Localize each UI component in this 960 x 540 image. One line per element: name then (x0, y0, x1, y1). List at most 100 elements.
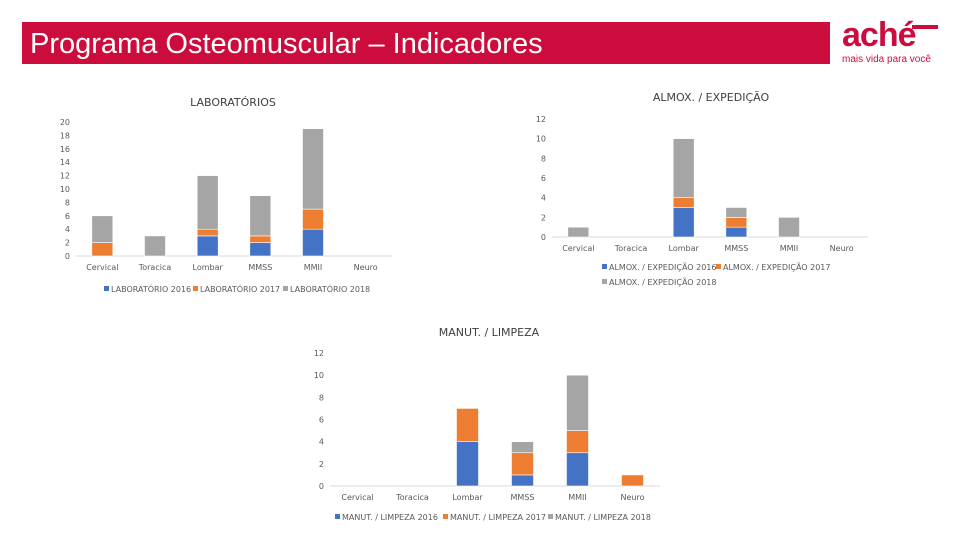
legend-label-manut: MANUT. / LIMPEZA 2016 (342, 513, 438, 522)
y-tick-label-almox: 2 (541, 213, 546, 222)
bar-almox-mmss-s1 (725, 217, 748, 228)
legend-swatch-manut (335, 514, 340, 519)
category-label-manut: Toracica (395, 493, 429, 502)
page-title: Programa Osteomuscular – Indicadores (30, 28, 543, 60)
y-tick-label-almox: 6 (541, 174, 546, 183)
y-tick-label-manut: 6 (319, 416, 324, 425)
bar-almox-lombar-s0 (672, 207, 695, 238)
legend-label-manut: MANUT. / LIMPEZA 2017 (450, 513, 546, 522)
bar-manut-mmii-s2 (566, 374, 589, 431)
bar-lab-cervical-s2 (91, 215, 114, 243)
bar-lab-mmii-s2 (302, 128, 324, 210)
bar-lab-mmss-s0 (249, 242, 272, 257)
category-label-almox: MMII (780, 244, 799, 253)
legend-label-manut: MANUT. / LIMPEZA 2018 (555, 513, 651, 522)
bar-lab-lombar-s2 (196, 175, 219, 230)
category-label-manut: MMII (568, 493, 587, 502)
category-label-manut: Lombar (452, 493, 483, 502)
bar-manut-mmss-s1 (511, 452, 534, 476)
header-banner: Programa Osteomuscular – Indicadores (22, 22, 830, 64)
bar-lab-mmss-s2 (249, 195, 272, 237)
bar-lab-lombar-s1 (196, 228, 219, 237)
legend-label-lab: LABORATÓRIO 2018 (290, 283, 370, 294)
category-label-lab: Neuro (354, 263, 378, 272)
y-tick-label-lab: 12 (60, 172, 70, 181)
category-label-lab: Cervical (86, 263, 118, 272)
bar-manut-mmss-s0 (511, 474, 534, 487)
y-tick-label-manut: 0 (319, 482, 324, 491)
bar-manut-neuro-s1 (621, 474, 644, 487)
y-tick-label-almox: 10 (536, 135, 546, 144)
bar-lab-toracica-s2 (144, 235, 166, 257)
y-tick-label-manut: 10 (314, 371, 324, 380)
bar-manut-lombar-s0 (456, 441, 479, 487)
bar-almox-mmss-s0 (725, 226, 748, 238)
category-label-manut: Cervical (341, 493, 373, 502)
logo-word: aché (842, 16, 916, 54)
category-label-lab: MMSS (248, 263, 272, 272)
y-tick-label-lab: 14 (60, 158, 70, 167)
category-label-almox: Cervical (562, 244, 594, 253)
chart-title-manut: MANUT. / LIMPEZA (439, 326, 540, 339)
bar-almox-cervical-s2 (567, 226, 590, 238)
bar-manut-mmii-s1 (566, 430, 589, 454)
ache-logo: aché mais vida para você (840, 16, 950, 68)
legend-swatch-lab (193, 286, 198, 291)
bar-almox-mmss-s2 (725, 207, 748, 218)
category-label-almox: Lombar (669, 244, 700, 253)
legend-label-almox: ALMOX. / EXPEDIÇÃO 2016 (609, 262, 716, 272)
bar-manut-lombar-s1 (456, 408, 479, 442)
y-tick-label-lab: 8 (65, 198, 70, 207)
legend-swatch-almox (716, 264, 721, 269)
category-label-almox: MMSS (724, 244, 748, 253)
y-tick-label-almox: 12 (536, 115, 546, 124)
bar-manut-mmss-s2 (511, 441, 534, 454)
y-tick-label-manut: 4 (319, 438, 324, 447)
category-label-lab: Toracica (138, 263, 172, 272)
y-tick-label-lab: 6 (65, 212, 70, 221)
logo-accent (912, 25, 938, 29)
category-label-lab: MMII (304, 263, 323, 272)
bar-almox-lombar-s2 (672, 138, 695, 198)
bar-lab-lombar-s0 (196, 235, 219, 257)
legend-swatch-manut (548, 514, 553, 519)
legend-swatch-lab (104, 286, 109, 291)
category-label-manut: Neuro (621, 493, 645, 502)
bar-almox-lombar-s1 (672, 197, 695, 208)
y-tick-label-manut: 2 (319, 460, 324, 469)
y-tick-label-lab: 10 (60, 185, 70, 194)
bar-manut-mmii-s0 (566, 452, 589, 487)
y-tick-label-manut: 12 (314, 349, 324, 358)
y-tick-label-almox: 0 (541, 233, 546, 242)
legend-label-almox: ALMOX. / EXPEDIÇÃO 2017 (723, 262, 830, 272)
legend-label-lab: LABORATÓRIO 2016 (111, 283, 191, 294)
legend-swatch-almox (602, 279, 607, 284)
category-label-lab: Lombar (193, 263, 224, 272)
category-label-manut: MMSS (511, 493, 535, 502)
chart-title-lab: LABORATÓRIOS (190, 96, 276, 109)
y-tick-label-almox: 4 (541, 194, 546, 203)
legend-label-lab: LABORATÓRIO 2017 (200, 283, 280, 294)
y-tick-label-lab: 20 (60, 118, 70, 127)
chart-title-almox: ALMOX. / EXPEDIÇÃO (653, 91, 770, 104)
y-tick-label-lab: 16 (60, 145, 70, 154)
y-tick-label-almox: 8 (541, 154, 546, 163)
legend-label-almox: ALMOX. / EXPEDIÇÃO 2018 (609, 277, 716, 287)
y-tick-label-lab: 4 (65, 225, 70, 234)
bar-almox-mmii-s2 (778, 217, 800, 238)
legend-swatch-almox (602, 264, 607, 269)
logo-tagline: mais vida para você (842, 54, 931, 65)
legend-swatch-manut (443, 514, 448, 519)
y-tick-label-lab: 18 (60, 131, 70, 140)
category-label-almox: Toracica (614, 244, 648, 253)
bar-lab-mmii-s1 (302, 208, 324, 230)
category-label-almox: Neuro (830, 244, 854, 253)
bar-lab-mmss-s1 (249, 235, 272, 243)
y-tick-label-lab: 0 (65, 252, 70, 261)
y-tick-label-manut: 8 (319, 393, 324, 402)
bar-lab-cervical-s1 (91, 242, 114, 257)
y-tick-label-lab: 2 (65, 239, 70, 248)
legend-swatch-lab (283, 286, 288, 291)
bar-lab-mmii-s0 (302, 228, 324, 257)
